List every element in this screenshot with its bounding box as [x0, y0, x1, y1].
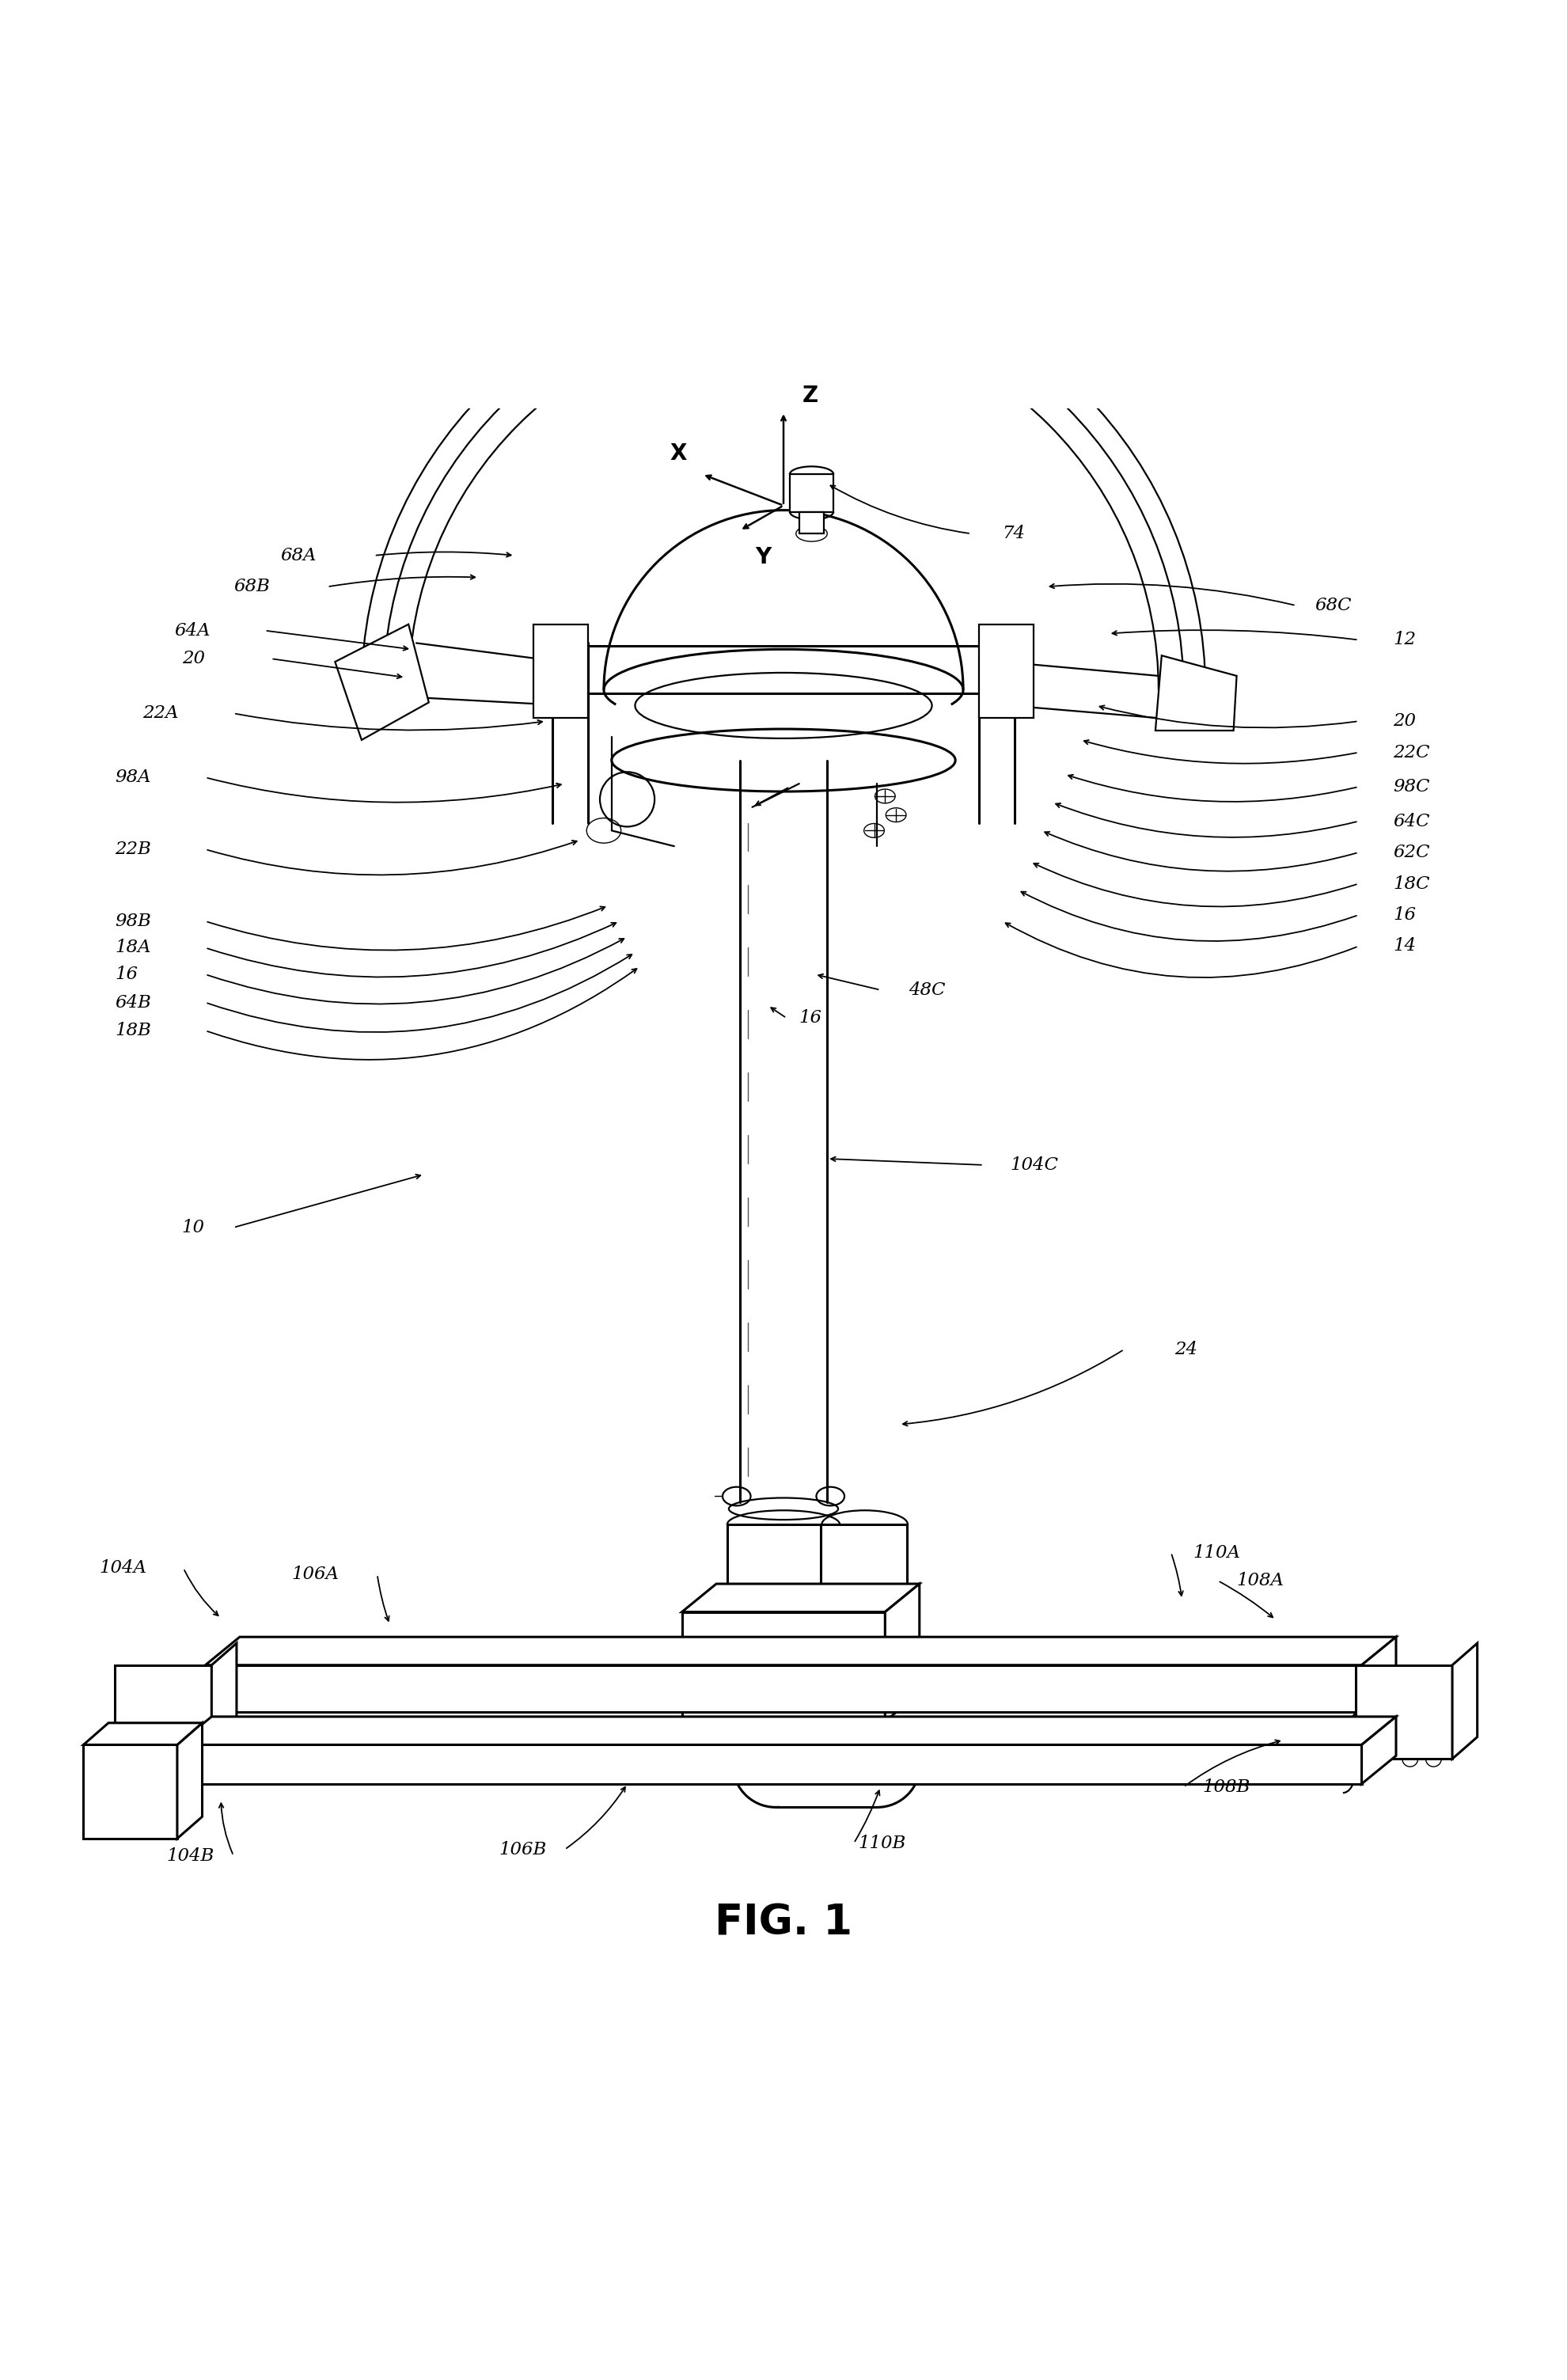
Text: 108B: 108B [1202, 1778, 1250, 1795]
Text: 64A: 64A [174, 621, 210, 640]
Text: 48C: 48C [909, 981, 945, 1000]
Bar [821, 1526, 907, 1597]
Text: 22B: 22B [114, 840, 150, 859]
Polygon shape [682, 1583, 920, 1611]
Text: Z: Z [802, 386, 818, 407]
Text: 62C: 62C [1393, 845, 1429, 862]
Polygon shape [212, 1642, 237, 1759]
Text: 64B: 64B [114, 995, 150, 1012]
Polygon shape [205, 1637, 1396, 1666]
Bar [205, 1666, 1362, 1711]
Text: 106B: 106B [500, 1840, 547, 1859]
Text: 68C: 68C [1315, 597, 1352, 614]
Text: Y: Y [755, 545, 771, 569]
Text: X: X [669, 443, 686, 464]
Text: 18A: 18A [114, 940, 150, 957]
Text: 16: 16 [1393, 907, 1417, 923]
Bar [533, 624, 588, 719]
Text: 98A: 98A [114, 769, 150, 785]
Text: 104C: 104C [1011, 1157, 1058, 1173]
Polygon shape [335, 624, 429, 740]
Polygon shape [1362, 1637, 1396, 1711]
Text: 68B: 68B [233, 578, 270, 595]
Bar [1355, 1666, 1453, 1759]
Text: 74: 74 [1003, 526, 1025, 543]
Bar [727, 1526, 840, 1611]
Text: 98B: 98B [114, 912, 150, 931]
Text: 18B: 18B [114, 1021, 150, 1040]
Text: 108A: 108A [1236, 1571, 1283, 1590]
Text: 16: 16 [114, 966, 138, 983]
Text: 104A: 104A [99, 1559, 147, 1578]
Text: 104B: 104B [166, 1847, 215, 1864]
Bar [790, 474, 834, 512]
Bar [799, 512, 824, 533]
Text: 110B: 110B [859, 1835, 906, 1852]
Polygon shape [177, 1716, 1396, 1745]
Polygon shape [1362, 1716, 1396, 1785]
Text: 14: 14 [1393, 938, 1417, 954]
Text: 20: 20 [1393, 712, 1417, 731]
Polygon shape [83, 1723, 202, 1745]
Text: 106A: 106A [291, 1566, 338, 1583]
Text: 98C: 98C [1393, 778, 1429, 795]
Text: 110A: 110A [1192, 1545, 1241, 1561]
Polygon shape [1453, 1642, 1478, 1759]
Bar [114, 1666, 212, 1759]
Bar [979, 624, 1034, 719]
Text: 68A: 68A [280, 547, 317, 564]
Bar [682, 1611, 885, 1721]
Text: FIG. 1: FIG. 1 [715, 1902, 852, 1942]
Text: 24: 24 [1174, 1340, 1197, 1359]
Polygon shape [1155, 655, 1236, 731]
Polygon shape [177, 1723, 202, 1837]
Text: 20: 20 [182, 650, 205, 666]
Text: 16: 16 [799, 1009, 823, 1026]
Bar [177, 1745, 1362, 1785]
Bar [83, 1745, 177, 1837]
Text: 10: 10 [182, 1219, 205, 1235]
Text: 12: 12 [1393, 631, 1417, 650]
Text: 22A: 22A [143, 704, 179, 721]
Text: 18C: 18C [1393, 876, 1429, 892]
Text: 22C: 22C [1393, 743, 1429, 762]
Text: 64C: 64C [1393, 812, 1429, 831]
Polygon shape [885, 1583, 920, 1721]
